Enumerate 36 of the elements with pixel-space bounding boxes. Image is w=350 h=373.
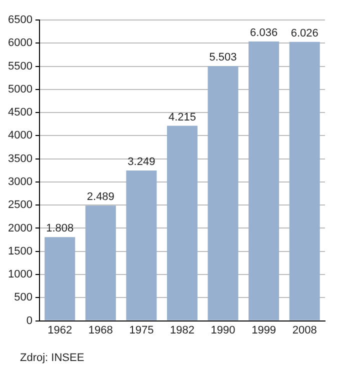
y-tick-label: 6000 [8, 37, 32, 50]
y-tick-label: 500 [14, 292, 32, 304]
x-tick-label: 1968 [88, 324, 113, 336]
x-tick-label: 1975 [129, 324, 154, 336]
x-tick-label: 1962 [48, 324, 72, 336]
y-tick-label: 1000 [8, 268, 32, 281]
data-label: 3.249 [128, 156, 156, 168]
y-tick-label: 3500 [8, 152, 32, 165]
data-label: 2.489 [86, 191, 114, 204]
y-tick-label: 4500 [8, 106, 32, 119]
y-tick-label: 3000 [8, 176, 32, 188]
bar [166, 126, 198, 320]
x-tick-label: 1999 [252, 324, 276, 336]
data-label: 6.036 [250, 27, 278, 40]
data-label: 5.503 [209, 52, 237, 64]
y-tick-label: 2500 [8, 199, 32, 212]
data-label: 4.215 [168, 111, 196, 124]
x-tick-label: 2008 [292, 324, 317, 336]
bar [126, 170, 157, 320]
bar [289, 42, 320, 320]
data-label: 6.026 [290, 27, 318, 40]
x-tick-label: 1982 [170, 324, 194, 336]
y-tick-label: 0 [26, 314, 32, 327]
bar [208, 66, 238, 320]
y-tick-label: 4000 [8, 130, 32, 142]
y-tick-label: 5500 [8, 60, 32, 72]
data-label: 1.808 [46, 222, 74, 235]
y-tick-label: 5000 [8, 83, 32, 96]
bar [85, 206, 116, 320]
x-tick-label: 1990 [210, 324, 236, 336]
y-tick-label: 1500 [8, 245, 32, 258]
y-tick-label: 6500 [8, 14, 32, 26]
bar [44, 237, 76, 320]
y-tick-label: 2000 [8, 222, 32, 234]
text: Zdroj: INSEE [20, 352, 84, 364]
bar [248, 41, 280, 320]
